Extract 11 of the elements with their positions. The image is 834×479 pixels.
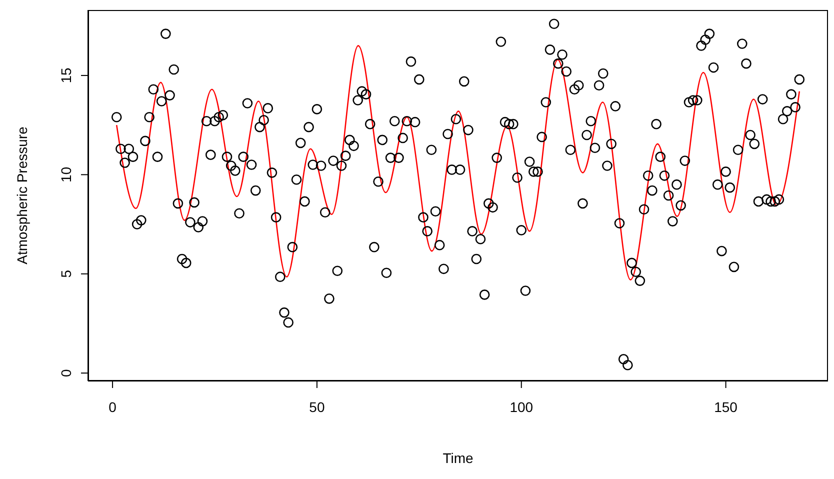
y-tick-label: 15 [58,67,74,84]
y-axis-title: Atmospheric Pressure [14,126,30,264]
x-tick-label: 0 [108,398,117,415]
x-tick-label: 100 [510,398,534,415]
y-tick-label: 10 [58,166,74,182]
x-axis-title: Time [442,450,474,466]
line-series [116,45,800,280]
y-tick-label: 0 [58,368,74,377]
y-tick-label: 5 [58,270,74,278]
x-tick-label: 50 [309,398,325,415]
x-tick-label: 150 [714,398,738,415]
